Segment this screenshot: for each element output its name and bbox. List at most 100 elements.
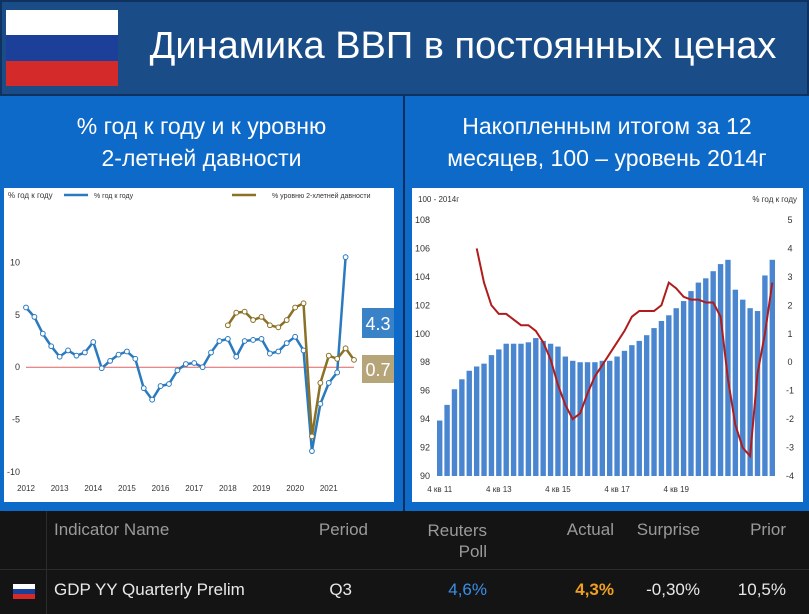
series-2y-point: [317, 380, 324, 386]
x-tick-label: 4 кв 15: [545, 485, 571, 494]
cumulative-bar: [533, 338, 539, 476]
y-tick-label: 92: [420, 443, 430, 453]
y-tick-label: 98: [420, 357, 430, 367]
series-yoy-point: [325, 380, 332, 386]
header-banner: Динамика ВВП в постоянных ценах: [0, 0, 809, 96]
header-prior: Prior: [750, 520, 786, 539]
cumulative-bar: [732, 289, 739, 476]
series-2y-point: [300, 300, 307, 307]
left-panel-title-line1: % год к году и к уровню: [76, 113, 327, 139]
label-yoy-box: [362, 308, 394, 338]
label-2y-value: 0.7: [365, 360, 390, 380]
cumulative-bar: [473, 366, 480, 476]
series-yoy-point: [73, 352, 80, 359]
cumulative-bar: [725, 259, 731, 476]
series-yoy-point: [283, 340, 290, 346]
cumulative-chart: 100 - 2014г% год к году 90 92 94 96 98 100 102 1…: [412, 188, 803, 502]
series-2y-point: [233, 309, 240, 316]
label-2y-box: [362, 355, 394, 383]
y-tick-label: 94: [420, 414, 430, 424]
series-yoy-point: [208, 349, 214, 356]
series-yoy-point: [275, 348, 282, 355]
cumulative-bar: [651, 328, 657, 476]
y-tick-label: 108: [415, 215, 430, 225]
cumulative-bar: [599, 360, 605, 476]
cumulative-bar: [710, 271, 716, 476]
series-2y-point: [283, 317, 290, 323]
series-yoy-point: [166, 381, 172, 387]
right-chart-y2label: % год к году: [752, 195, 797, 204]
series-yoy-point: [292, 333, 299, 340]
cumulative-chart-svg: 100 - 2014г% год к году90929496981001021…: [415, 195, 797, 494]
cumulative-bar: [762, 275, 768, 476]
series-yoy-point: [81, 349, 88, 356]
y2-tick-label: 1: [787, 329, 792, 339]
cumulative-bar: [688, 291, 694, 476]
y-tick-label: -10: [7, 467, 20, 477]
x-tick-label: 4 кв 13: [486, 485, 512, 494]
cumulative-bar: [658, 320, 665, 476]
y2-tick-label: -4: [786, 471, 794, 481]
flag-stripe-blue: [6, 35, 118, 61]
cumulative-bar: [555, 346, 561, 476]
row-surprise: -0,30%: [646, 580, 700, 599]
series-yoy-line: [25, 257, 347, 452]
table-row-divider: [0, 569, 809, 570]
series-yoy-point: [149, 396, 156, 403]
table-row[interactable]: GDP YY Quarterly Prelim Q3 4,6% 4,3% -0,…: [0, 571, 809, 611]
series-yoy-point: [266, 350, 273, 357]
cumulative-bar: [547, 343, 554, 476]
series-yoy-point: [182, 361, 189, 367]
series-yoy-point: [39, 330, 46, 337]
row-prior: 10,5%: [737, 580, 786, 599]
x-tick-label: 2012: [17, 484, 35, 493]
cumulative-bar: [481, 363, 487, 476]
y2-tick-label: 0: [787, 357, 792, 367]
cumulative-bar: [703, 278, 709, 476]
y2-tick-label: 5: [787, 215, 792, 225]
cumulative-bar: [607, 360, 613, 476]
y-tick-label: -5: [12, 415, 20, 425]
table-divider: [46, 511, 47, 614]
cumulative-bar: [488, 355, 495, 476]
series-2y-point: [224, 322, 231, 329]
series-2y-point: [309, 433, 315, 440]
cumulative-bar: [643, 335, 650, 476]
series-yoy-point: [224, 336, 231, 342]
series-yoy-point: [65, 347, 71, 354]
cumulative-bar: [754, 311, 761, 476]
cumulative-bar: [437, 420, 443, 476]
y2-tick-label: -1: [786, 386, 794, 396]
cumulative-bar: [629, 345, 635, 476]
series-yoy-point: [48, 343, 55, 350]
y2-tick-label: 3: [787, 272, 792, 282]
right-panel-title-line2: месяцев, 100 – уровень 2014г: [447, 145, 767, 171]
right-panel-title: Накопленным итогом за 12 месяцев, 100 – …: [405, 110, 809, 174]
cumulative-bar: [636, 340, 642, 476]
cumulative-bar: [680, 301, 687, 476]
series-yoy-point: [250, 337, 256, 343]
yoy-red-line: [475, 248, 774, 459]
legend-yoy-label: % год к году: [94, 193, 134, 200]
y-tick-label: 96: [420, 386, 430, 396]
x-tick-label: 2017: [185, 484, 203, 493]
series-yoy-point: [309, 448, 315, 454]
series-yoy-point: [140, 385, 147, 392]
series-yoy-point: [90, 339, 97, 345]
cumulative-bar: [459, 379, 465, 476]
header-border: [0, 0, 809, 96]
cumulative-bar: [518, 343, 524, 476]
header-indicator-name: Indicator Name: [54, 520, 170, 539]
right-panel: Накопленным итогом за 12 месяцев, 100 – …: [405, 96, 809, 511]
series-yoy-point: [98, 365, 105, 372]
row-indicator-name: GDP YY Quarterly Prelim: [54, 580, 245, 599]
series-2y-point: [351, 356, 357, 363]
page-title: Динамика ВВП в постоянных ценах: [149, 25, 777, 67]
right-panel-title-line1: Накопленным итогом за 12: [462, 113, 752, 139]
series-yoy-point: [317, 400, 324, 407]
series-yoy-point: [23, 304, 29, 311]
cumulative-bar: [769, 259, 775, 476]
series-2y-point: [342, 345, 349, 352]
x-tick-label: 2014: [84, 484, 102, 493]
cumulative-bar: [621, 350, 628, 476]
